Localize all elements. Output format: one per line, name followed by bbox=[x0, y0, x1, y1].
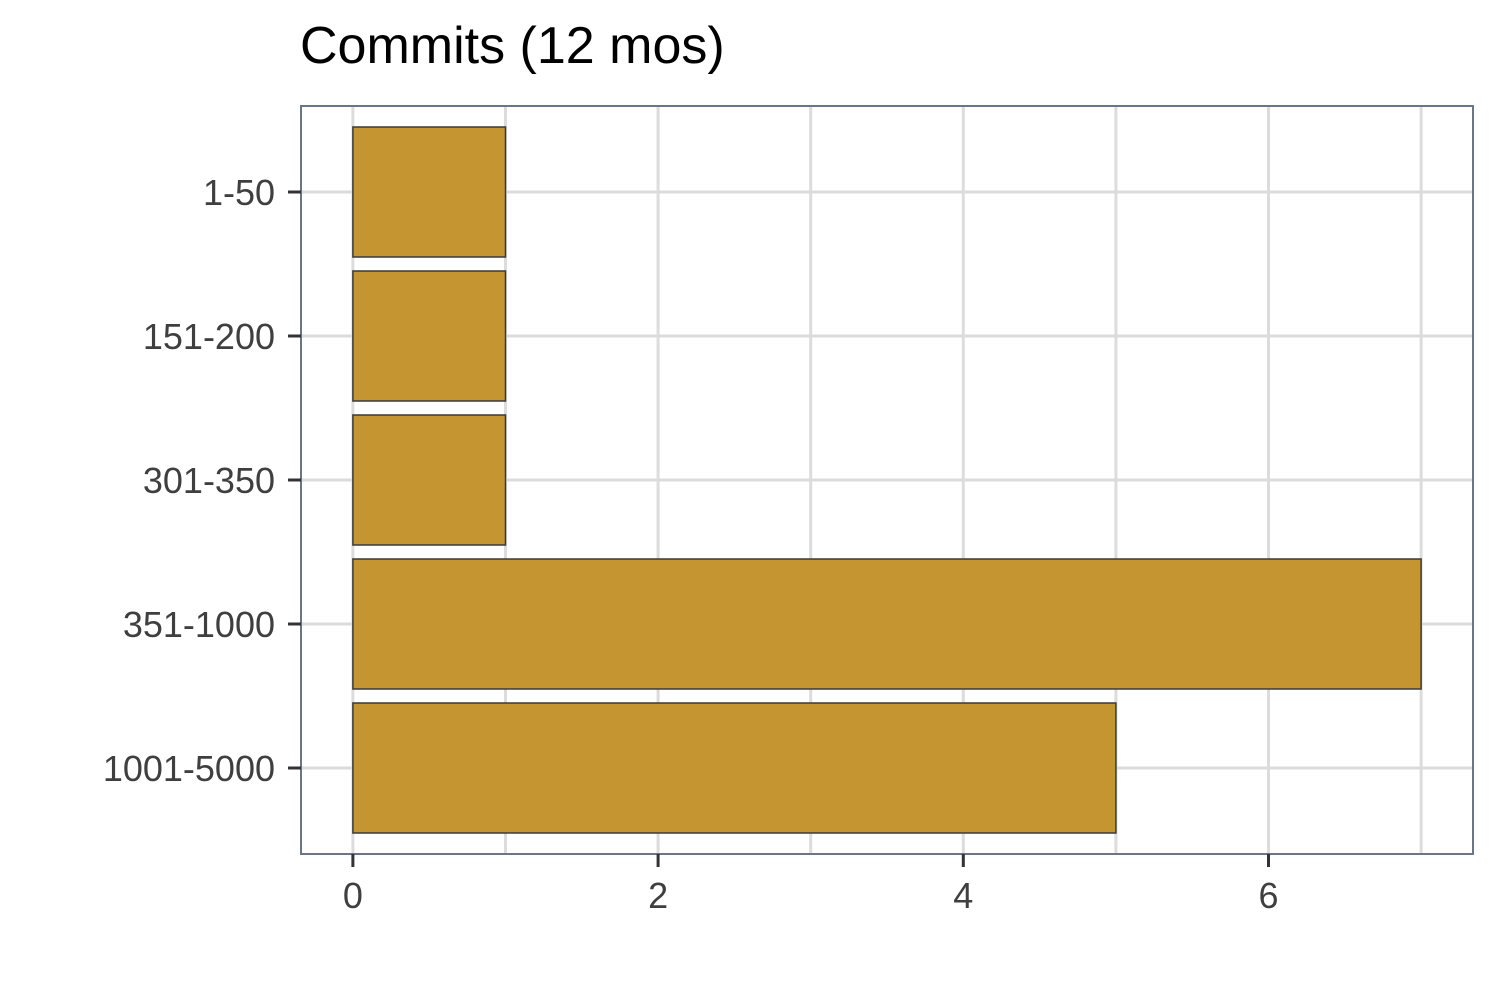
x-tick-label: 0 bbox=[343, 875, 363, 916]
bar bbox=[352, 414, 507, 546]
y-tick-label: 301-350 bbox=[143, 460, 275, 501]
x-tick-label: 2 bbox=[648, 875, 668, 916]
bar bbox=[352, 558, 1422, 690]
y-tick-label: 1001-5000 bbox=[103, 748, 275, 789]
y-tick-label: 1-50 bbox=[203, 172, 275, 213]
y-tick-label: 151-200 bbox=[143, 316, 275, 357]
bars bbox=[352, 126, 1422, 834]
x-tick-label: 6 bbox=[1258, 875, 1278, 916]
axes: 1-50 151-200 301-350 351-1000 1001-5000 0 2 4 6 bbox=[103, 172, 1279, 916]
bar bbox=[352, 702, 1117, 834]
x-tick-label: 4 bbox=[953, 875, 973, 916]
bar bbox=[352, 270, 507, 402]
y-tick-label: 351-1000 bbox=[123, 604, 275, 645]
bar bbox=[352, 126, 507, 258]
chart-title: Commits (12 mos) bbox=[300, 17, 725, 75]
